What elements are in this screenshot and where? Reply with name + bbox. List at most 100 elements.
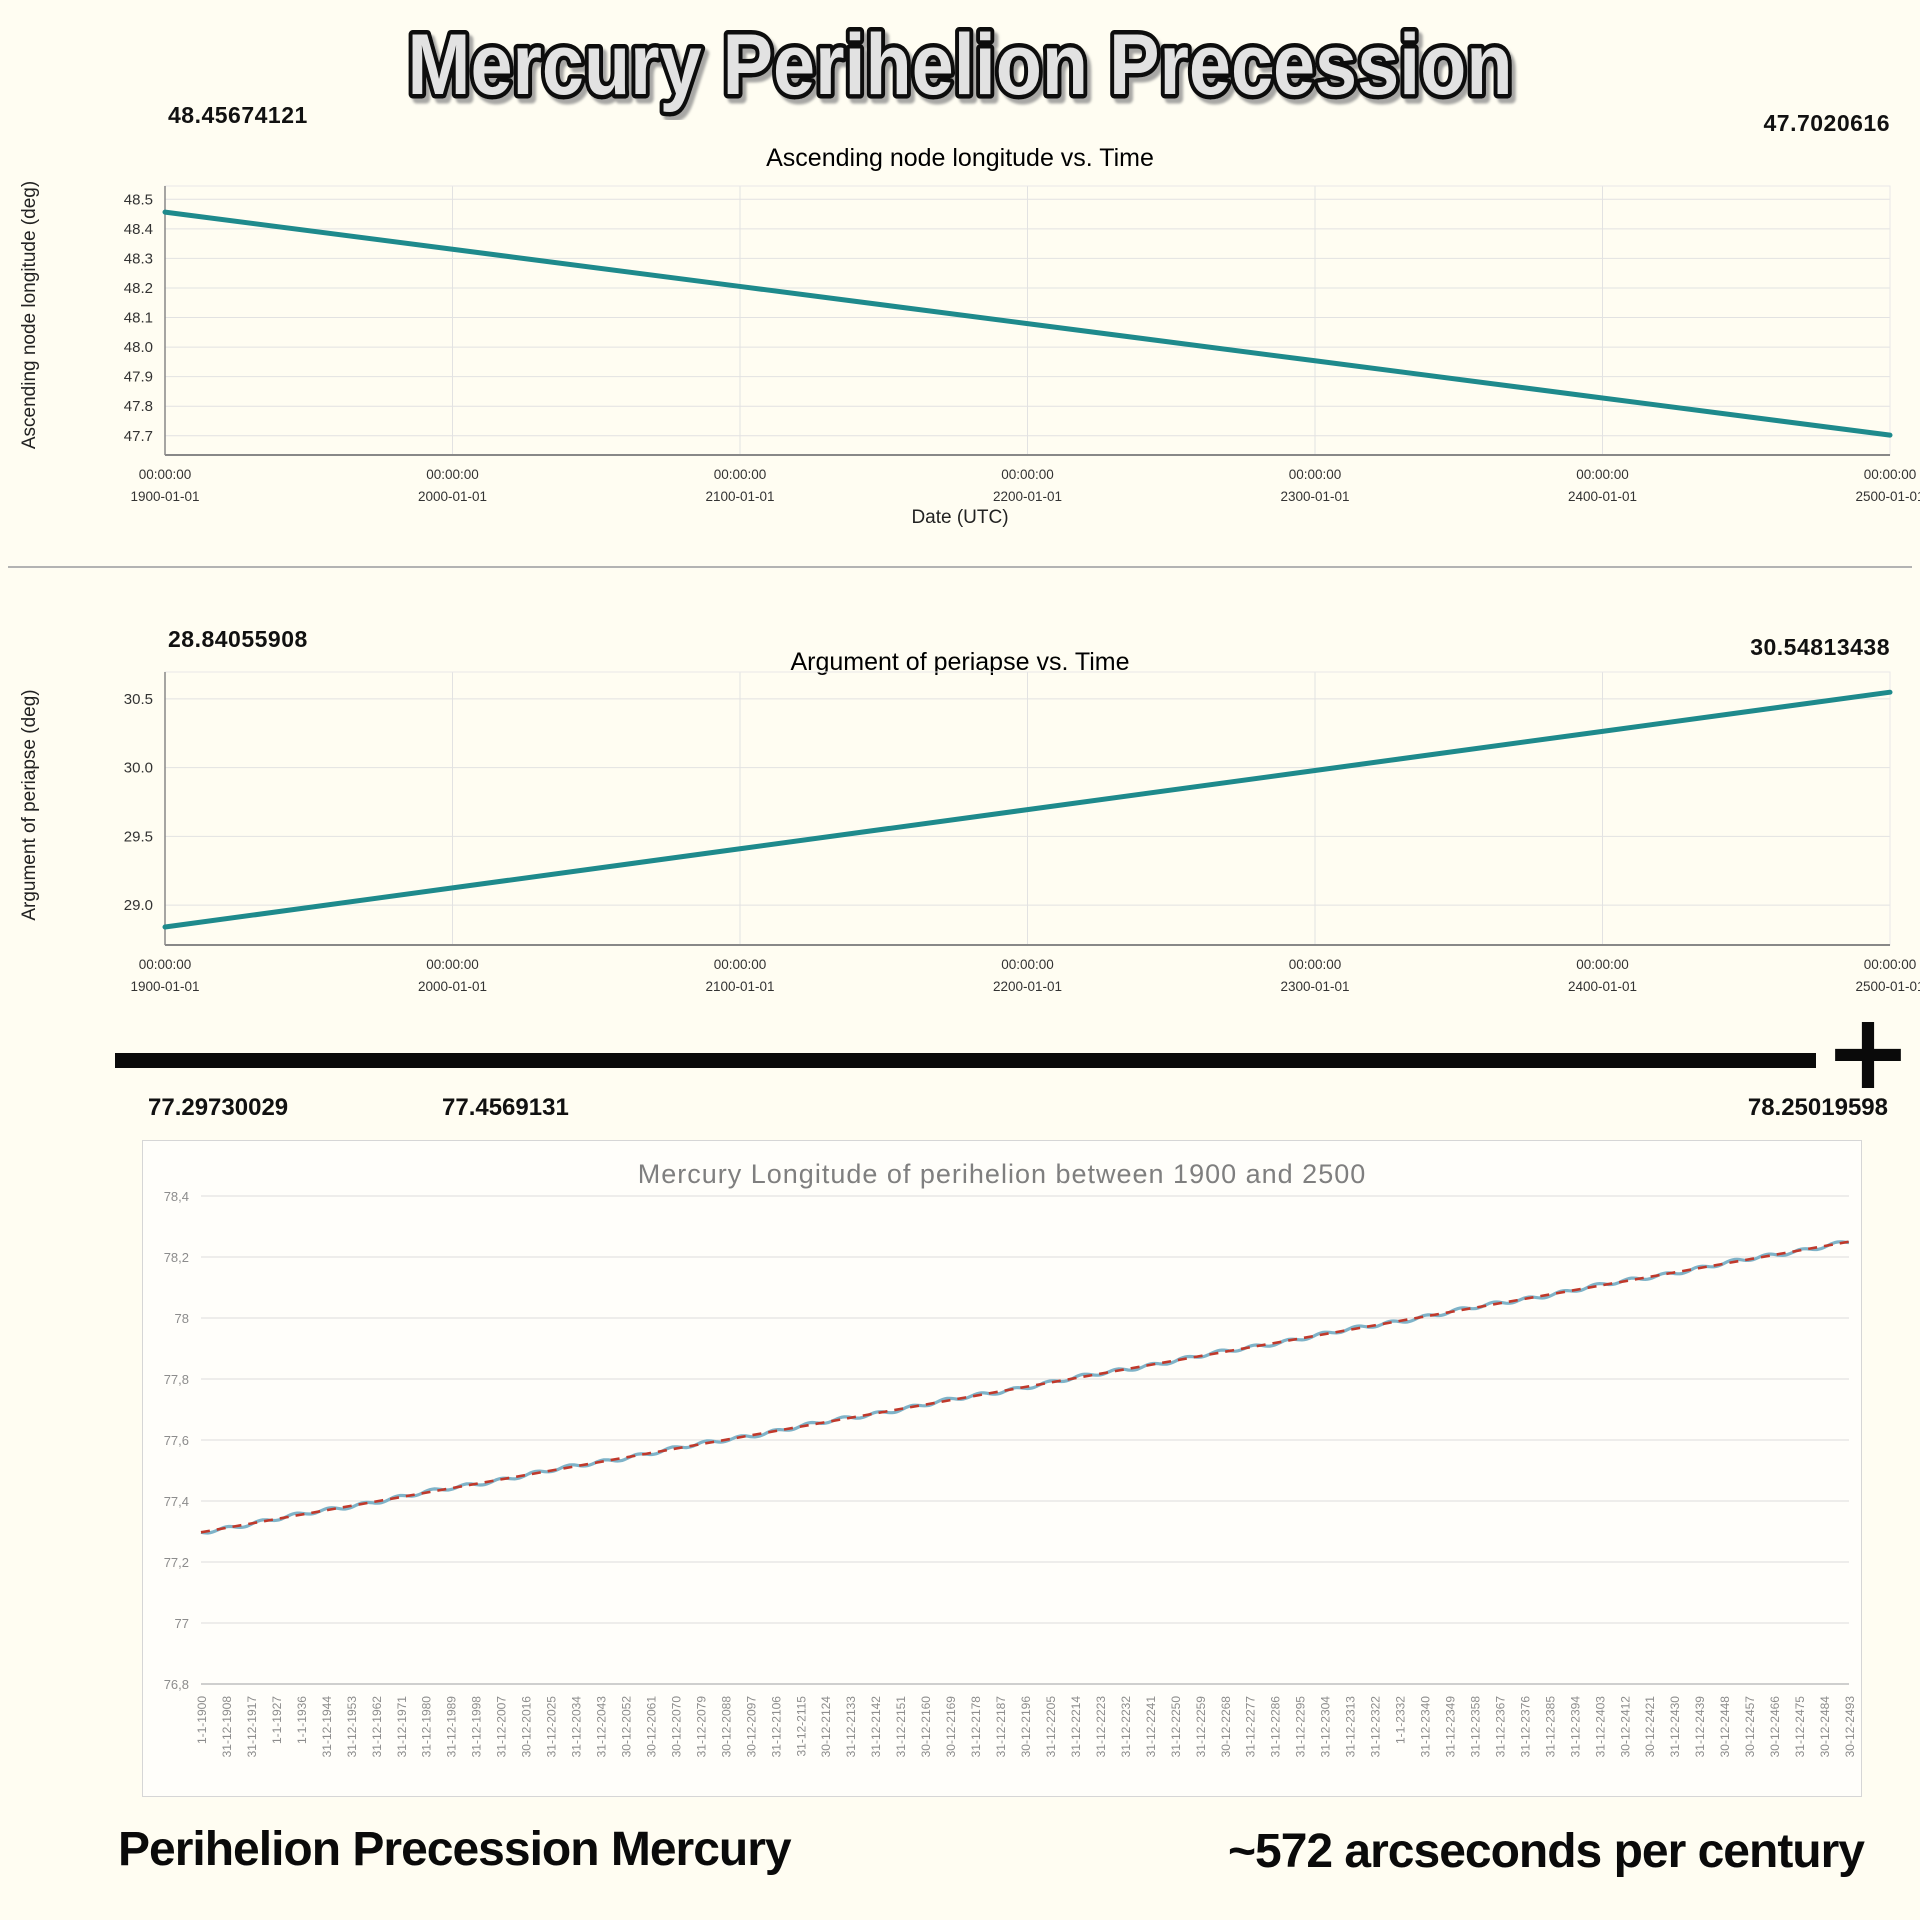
- svg-text:30-12-2088: 30-12-2088: [719, 1696, 733, 1758]
- svg-text:78: 78: [175, 1311, 189, 1326]
- svg-text:31-12-2007: 31-12-2007: [495, 1696, 509, 1758]
- svg-text:00:00:00: 00:00:00: [426, 467, 479, 482]
- svg-text:47.9: 47.9: [124, 369, 153, 386]
- svg-text:31-12-1998: 31-12-1998: [470, 1696, 484, 1758]
- svg-text:00:00:00: 00:00:00: [1001, 467, 1054, 482]
- svg-text:00:00:00: 00:00:00: [1864, 467, 1917, 482]
- svg-text:31-12-2313: 31-12-2313: [1344, 1696, 1358, 1758]
- svg-text:2300-01-01: 2300-01-01: [1280, 489, 1349, 504]
- svg-text:1900-01-01: 1900-01-01: [130, 979, 199, 994]
- svg-text:48.2: 48.2: [124, 280, 153, 297]
- svg-text:31-12-2304: 31-12-2304: [1319, 1696, 1333, 1758]
- svg-text:31-12-2205: 31-12-2205: [1044, 1696, 1058, 1758]
- svg-text:31-12-1917: 31-12-1917: [245, 1696, 259, 1758]
- svg-text:30-12-2412: 30-12-2412: [1618, 1696, 1632, 1758]
- svg-text:31-12-2250: 31-12-2250: [1169, 1696, 1183, 1758]
- svg-text:31-12-2178: 31-12-2178: [969, 1696, 983, 1758]
- svg-text:1900-01-01: 1900-01-01: [130, 489, 199, 504]
- svg-text:31-12-2340: 31-12-2340: [1419, 1696, 1433, 1758]
- svg-text:31-12-2277: 31-12-2277: [1244, 1696, 1258, 1758]
- perihelion-mid-value: 77.4569131: [442, 1094, 569, 1121]
- svg-text:31-12-2322: 31-12-2322: [1369, 1696, 1383, 1758]
- svg-text:2400-01-01: 2400-01-01: [1568, 489, 1637, 504]
- svg-text:00:00:00: 00:00:00: [1289, 467, 1342, 482]
- svg-text:2100-01-01: 2100-01-01: [705, 979, 774, 994]
- svg-text:00:00:00: 00:00:00: [714, 957, 767, 972]
- chart2-start-value: 28.84055908: [168, 626, 308, 652]
- svg-text:2200-01-01: 2200-01-01: [993, 979, 1062, 994]
- svg-text:1-1-1900: 1-1-1900: [195, 1696, 209, 1744]
- svg-text:2300-01-01: 2300-01-01: [1280, 979, 1349, 994]
- svg-text:2400-01-01: 2400-01-01: [1568, 979, 1637, 994]
- svg-text:31-12-2025: 31-12-2025: [545, 1696, 559, 1758]
- svg-text:31-12-1980: 31-12-1980: [420, 1696, 434, 1758]
- svg-text:77,8: 77,8: [164, 1372, 189, 1387]
- svg-text:30-12-2448: 30-12-2448: [1718, 1696, 1732, 1758]
- chart3-title: Mercury Longitude of perihelion between …: [637, 1159, 1367, 1189]
- svg-text:30-12-2268: 30-12-2268: [1219, 1696, 1233, 1758]
- svg-text:31-12-2475: 31-12-2475: [1793, 1696, 1807, 1758]
- svg-text:30-12-2466: 30-12-2466: [1768, 1696, 1782, 1758]
- svg-text:31-12-2259: 31-12-2259: [1194, 1696, 1208, 1758]
- svg-text:47.8: 47.8: [124, 398, 153, 415]
- svg-text:29.0: 29.0: [124, 897, 153, 914]
- svg-text:31-12-1908: 31-12-1908: [220, 1696, 234, 1758]
- svg-text:00:00:00: 00:00:00: [1864, 957, 1917, 972]
- svg-text:30-12-2016: 30-12-2016: [520, 1696, 534, 1758]
- longitude-perihelion-plot: 78,4 78,2 78 77,8 77,6 77,4 77,2 77 76,8 1-1-1900…: [164, 1189, 1857, 1758]
- svg-text:31-12-1989: 31-12-1989: [445, 1696, 459, 1758]
- svg-text:31-12-2142: 31-12-2142: [869, 1696, 883, 1758]
- svg-text:1-1-1936: 1-1-1936: [295, 1696, 309, 1744]
- svg-text:00:00:00: 00:00:00: [714, 467, 767, 482]
- svg-text:31-12-2403: 31-12-2403: [1593, 1696, 1607, 1758]
- svg-text:31-12-2106: 31-12-2106: [769, 1696, 783, 1758]
- svg-text:31-12-2151: 31-12-2151: [894, 1696, 908, 1758]
- svg-text:31-12-2232: 31-12-2232: [1119, 1696, 1133, 1758]
- svg-text:78,2: 78,2: [164, 1250, 189, 1265]
- svg-text:31-12-2133: 31-12-2133: [844, 1696, 858, 1758]
- plus-sign: +: [1824, 991, 1912, 1113]
- svg-text:31-12-2430: 31-12-2430: [1668, 1696, 1682, 1758]
- svg-text:31-12-2286: 31-12-2286: [1269, 1696, 1283, 1758]
- perihelion-start-value: 77.29730029: [148, 1094, 289, 1121]
- svg-text:2000-01-01: 2000-01-01: [418, 489, 487, 504]
- page-title: Mercury Perihelion Precession: [408, 17, 1513, 113]
- chart1-end-value: 47.7020616: [1763, 110, 1890, 136]
- svg-text:31-12-2439: 31-12-2439: [1693, 1696, 1707, 1758]
- argument-periapse-plot: 30.5 30.0 29.5 29.0 00:00:00 1900-01-01 00:00:…: [124, 671, 1920, 994]
- svg-text:31-12-2043: 31-12-2043: [595, 1696, 609, 1758]
- svg-text:00:00:00: 00:00:00: [1289, 957, 1342, 972]
- svg-text:30.0: 30.0: [124, 760, 153, 777]
- svg-text:31-12-2376: 31-12-2376: [1518, 1696, 1532, 1758]
- ascending-node-plot: 48.5 48.4 48.3 48.2 48.1 48.0 47.9 47.8 47.7 00:0…: [124, 185, 1920, 504]
- svg-text:2100-01-01: 2100-01-01: [705, 489, 774, 504]
- svg-text:48.4: 48.4: [124, 221, 153, 238]
- svg-text:2000-01-01: 2000-01-01: [418, 979, 487, 994]
- svg-text:31-12-2034: 31-12-2034: [570, 1696, 584, 1758]
- svg-text:30-12-2052: 30-12-2052: [619, 1696, 633, 1758]
- caption-right: ~572 arcseconds per century: [1227, 1825, 1865, 1878]
- svg-text:31-12-2367: 31-12-2367: [1493, 1696, 1507, 1758]
- svg-text:1-1-1927: 1-1-1927: [270, 1696, 284, 1744]
- svg-text:31-12-1962: 31-12-1962: [370, 1696, 384, 1758]
- svg-text:31-12-2385: 31-12-2385: [1543, 1696, 1557, 1758]
- svg-text:30.5: 30.5: [124, 691, 153, 708]
- svg-text:00:00:00: 00:00:00: [1576, 467, 1629, 482]
- svg-text:31-12-2295: 31-12-2295: [1294, 1696, 1308, 1758]
- svg-text:30-12-2070: 30-12-2070: [669, 1696, 683, 1758]
- svg-text:48.1: 48.1: [124, 310, 153, 327]
- svg-text:31-12-1953: 31-12-1953: [345, 1696, 359, 1758]
- svg-text:77: 77: [175, 1616, 189, 1631]
- svg-text:2500-01-01: 2500-01-01: [1855, 489, 1920, 504]
- svg-text:1-1-2332: 1-1-2332: [1394, 1696, 1408, 1744]
- svg-text:31-12-2079: 31-12-2079: [694, 1696, 708, 1758]
- chart1-start-value: 48.45674121: [168, 102, 308, 128]
- svg-text:2500-01-01: 2500-01-01: [1855, 979, 1920, 994]
- svg-text:2200-01-01: 2200-01-01: [993, 489, 1062, 504]
- svg-text:77,2: 77,2: [164, 1555, 189, 1570]
- svg-text:78,4: 78,4: [164, 1189, 189, 1204]
- svg-text:30-12-2484: 30-12-2484: [1818, 1696, 1832, 1758]
- svg-text:00:00:00: 00:00:00: [139, 957, 192, 972]
- svg-text:00:00:00: 00:00:00: [1576, 957, 1629, 972]
